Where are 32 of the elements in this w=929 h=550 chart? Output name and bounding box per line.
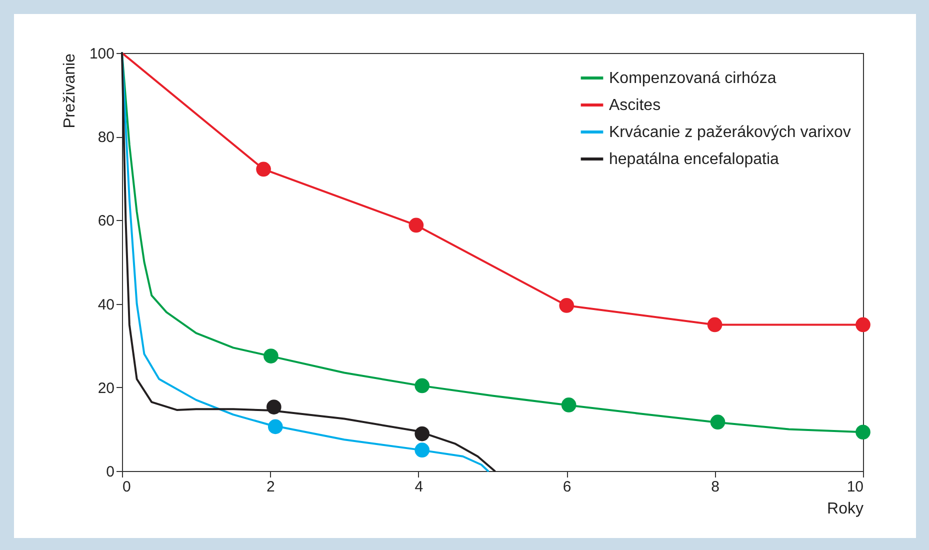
- point: [561, 398, 576, 412]
- x-tick-label: 8: [711, 478, 720, 496]
- y-tick-label: 60: [98, 212, 114, 230]
- y-tick-label: 40: [98, 296, 114, 314]
- point: [256, 162, 271, 177]
- point: [414, 378, 430, 394]
- y-tick-label: 20: [98, 380, 114, 397]
- point: [856, 317, 870, 332]
- point: [414, 426, 430, 442]
- x-tick-label: 10: [846, 478, 864, 496]
- x-tick-label: 0: [122, 478, 131, 496]
- legend-label: hepatálna encefalopatia: [609, 151, 780, 168]
- point: [268, 419, 283, 434]
- y-axis-title: Preživanie: [61, 53, 78, 128]
- legend-label: Kompenzovaná cirhóza: [609, 70, 776, 87]
- y-tick-label: 100: [89, 46, 114, 62]
- point: [710, 414, 726, 430]
- point: [856, 424, 870, 440]
- legend-label: Krvácanie z pažerákových varixov: [609, 124, 851, 141]
- x-tick-label: 6: [562, 478, 572, 496]
- legend-label: Ascites: [609, 97, 661, 114]
- point: [707, 317, 722, 332]
- x-axis-title: Roky: [827, 500, 864, 518]
- point: [559, 298, 574, 313]
- x-tick-label: 4: [414, 478, 424, 496]
- x-tick-label: 2: [266, 478, 275, 496]
- point: [264, 348, 278, 364]
- point: [414, 442, 430, 458]
- point: [266, 400, 282, 414]
- point: [408, 218, 424, 233]
- y-tick-label: 0: [106, 464, 114, 480]
- y-tick-label: 80: [98, 129, 114, 146]
